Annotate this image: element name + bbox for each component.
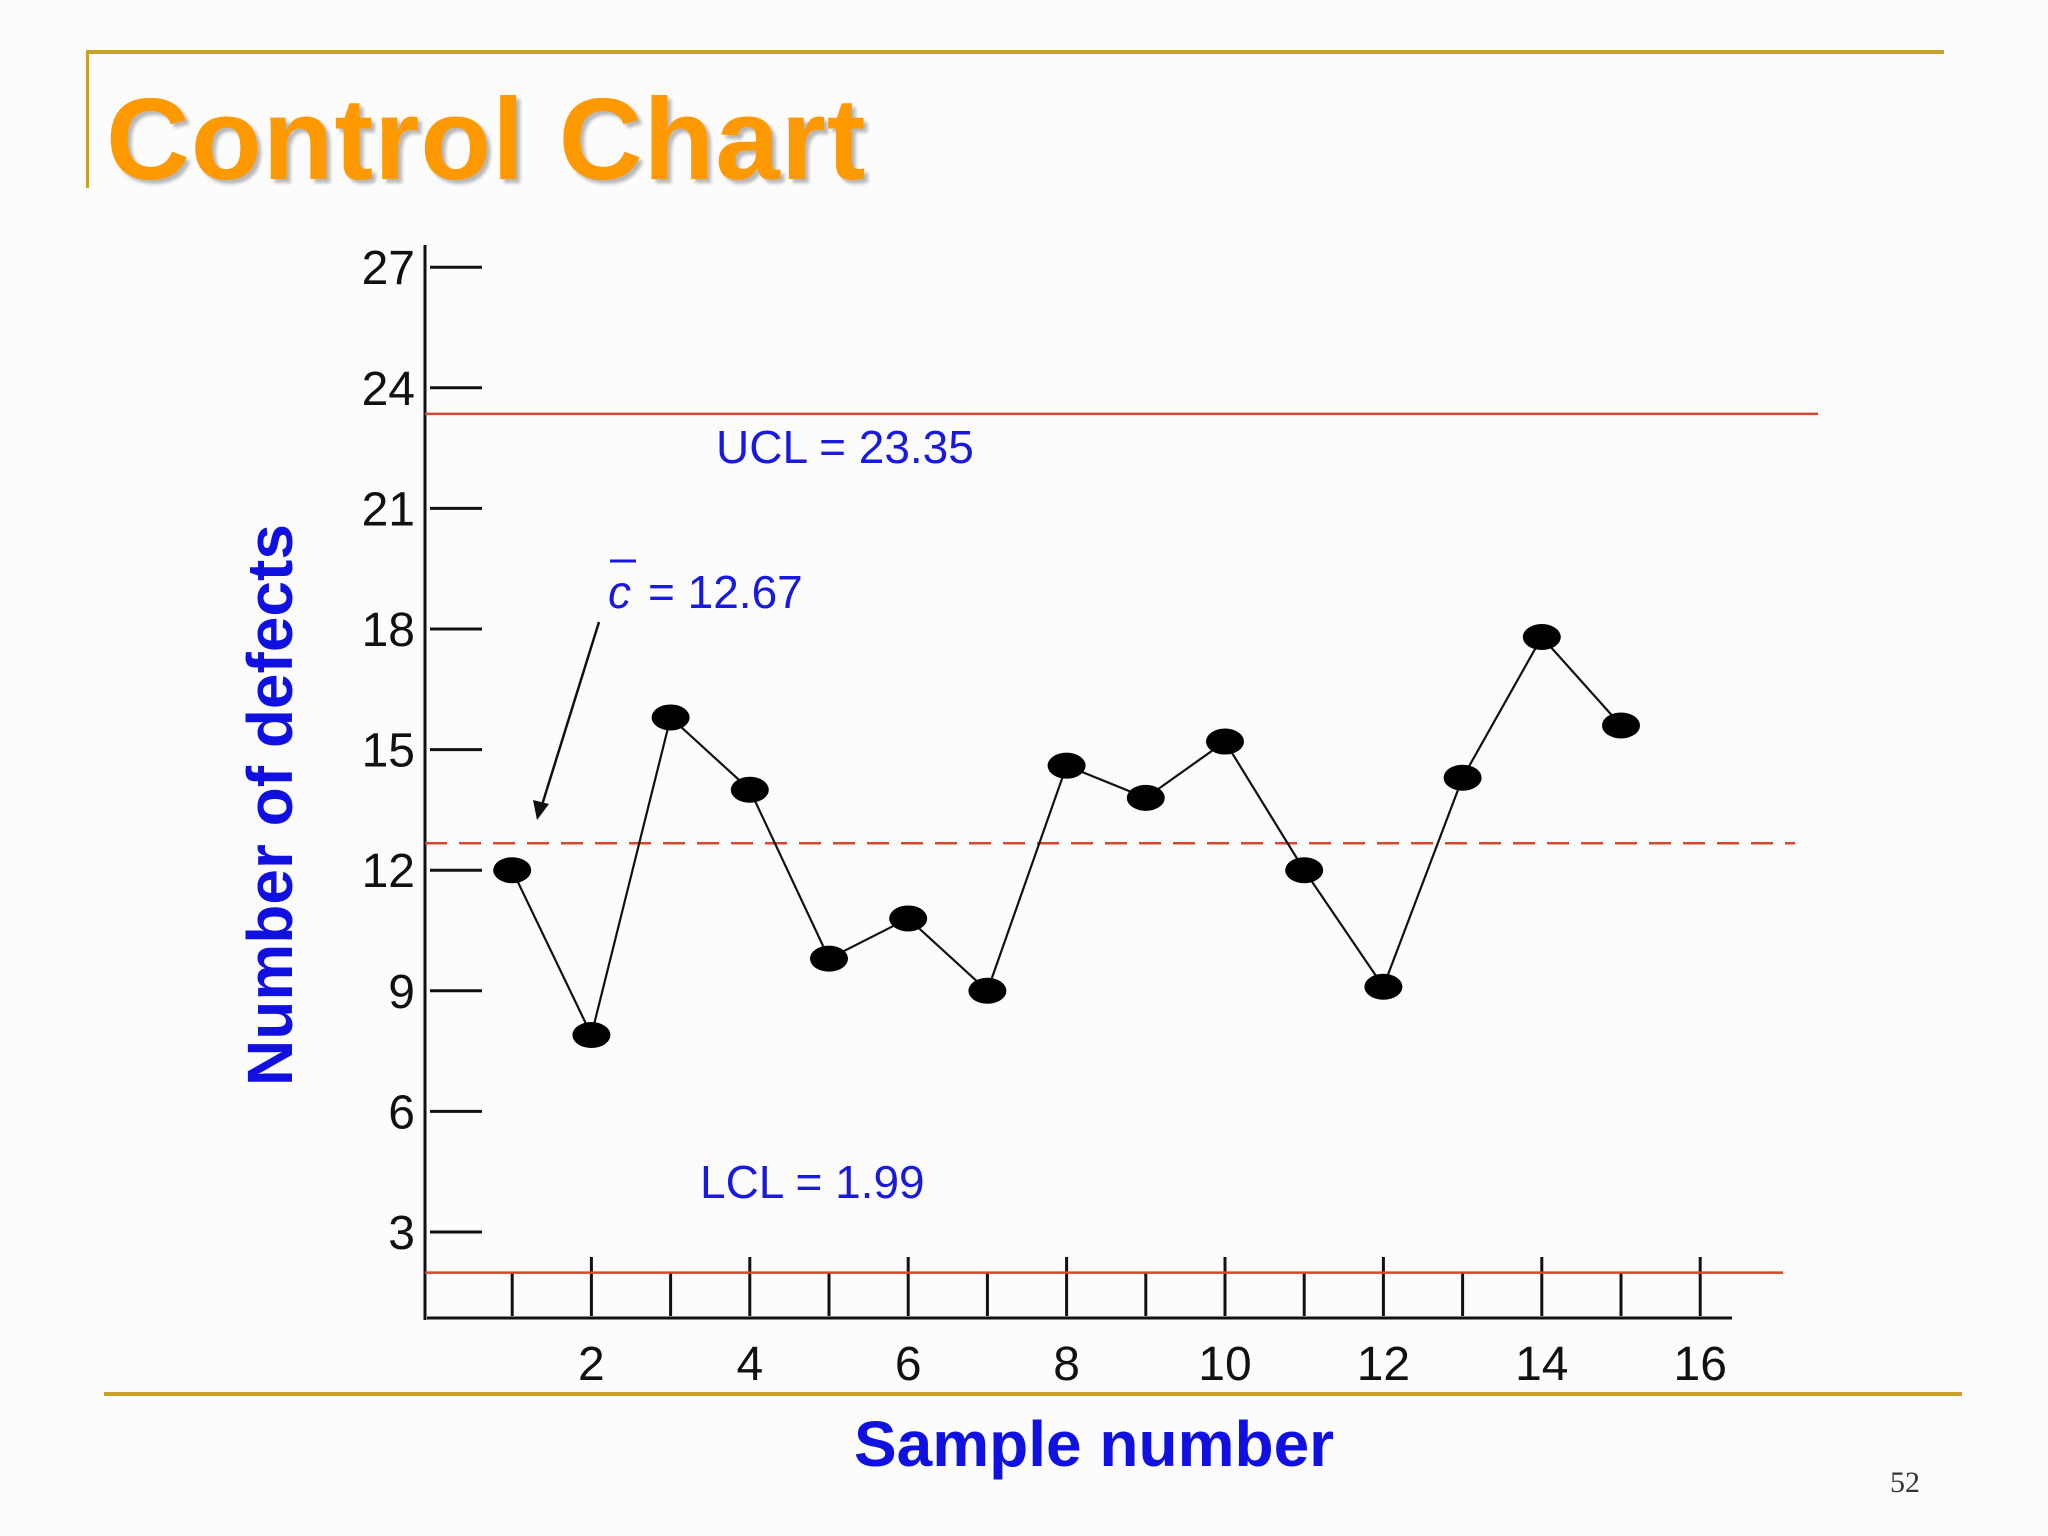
y-tick-label: 21: [362, 483, 415, 536]
x-tick-label: 12: [1357, 1338, 1410, 1391]
data-point: [1126, 784, 1165, 811]
x-axis-label: Sample number: [853, 1408, 1335, 1480]
data-point: [1443, 764, 1482, 791]
data-line: [511, 635, 1622, 1039]
data-point: [1047, 752, 1086, 779]
data-point: [572, 1022, 611, 1049]
title-left-rule: [86, 50, 89, 188]
data-point: [730, 776, 769, 803]
y-tick-label: 27: [362, 242, 415, 295]
data-point: [810, 945, 848, 972]
x-tick-label: 16: [1674, 1338, 1727, 1391]
x-tick-label: 6: [895, 1338, 922, 1391]
x-tick-label: 8: [1053, 1338, 1080, 1391]
data-point: [1206, 728, 1244, 755]
y-tick-label: 9: [388, 966, 415, 1019]
y-tick-label: 6: [388, 1086, 415, 1139]
data-point: [1285, 857, 1324, 884]
data-point: [493, 857, 532, 884]
data-point: [889, 905, 928, 932]
center-label-value: = 12.67: [648, 566, 803, 618]
ucl-label: UCL = 23.35: [716, 421, 974, 473]
y-tick-label: 15: [362, 725, 415, 778]
y-tick-label: 18: [362, 604, 415, 657]
y-tick-label: 3: [388, 1207, 415, 1260]
data-point: [1602, 712, 1640, 739]
page-number: 52: [1890, 1466, 1920, 1499]
x-tick-label: 10: [1198, 1338, 1251, 1391]
x-tick-label: 2: [578, 1338, 605, 1391]
x-tick-label: 4: [736, 1338, 763, 1391]
data-point: [968, 977, 1007, 1004]
center-pointer-line: [540, 621, 601, 806]
y-axis-label: Number of defects: [234, 524, 306, 1086]
data-point: [1522, 624, 1561, 651]
bottom-rule: [104, 1392, 1962, 1396]
title-top-rule: [86, 50, 1944, 54]
x-tick-label: 14: [1515, 1338, 1568, 1391]
data-point: [1364, 973, 1403, 1000]
slide-title: Control Chart: [106, 74, 867, 204]
y-tick-label: 24: [362, 363, 415, 416]
data-point: [651, 704, 690, 731]
y-tick-label: 12: [362, 845, 415, 898]
center-label-symbol: c: [608, 566, 631, 618]
center-pointer-arrowhead: [533, 800, 549, 820]
lcl-label: LCL = 1.99: [700, 1156, 925, 1208]
